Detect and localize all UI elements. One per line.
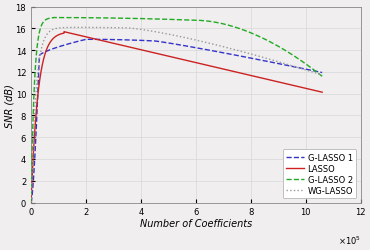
WG-LASSO <box>314 72 319 76</box>
LASSO <box>314 90 319 93</box>
WG-LASSO <box>62 27 67 30</box>
Y-axis label: SNR (dB): SNR (dB) <box>4 83 14 127</box>
G-LASSO 2 <box>62 17 67 20</box>
X-axis label: Number of Coefficients: Number of Coefficients <box>140 218 252 228</box>
LASSO <box>62 31 66 34</box>
WG-LASSO <box>80 27 84 30</box>
G-LASSO 1 <box>141 40 145 43</box>
G-LASSO 2 <box>29 201 33 204</box>
LASSO <box>62 31 67 34</box>
G-LASSO 2 <box>314 71 319 74</box>
G-LASSO 1 <box>283 64 287 67</box>
Text: $\times10^5$: $\times10^5$ <box>338 234 361 246</box>
LASSO <box>29 201 33 204</box>
G-LASSO 1 <box>29 201 33 204</box>
G-LASSO 2 <box>141 18 145 21</box>
Line: LASSO: LASSO <box>31 32 322 203</box>
G-LASSO 1 <box>62 44 67 48</box>
WG-LASSO <box>70 27 74 30</box>
WG-LASSO <box>153 31 158 34</box>
G-LASSO 1 <box>320 72 324 75</box>
G-LASSO 1 <box>314 70 319 74</box>
G-LASSO 2 <box>51 17 55 20</box>
Line: G-LASSO 1: G-LASSO 1 <box>31 40 322 203</box>
LASSO <box>283 83 287 86</box>
LASSO <box>141 50 145 52</box>
LASSO <box>80 35 84 38</box>
WG-LASSO <box>29 201 33 204</box>
WG-LASSO <box>141 29 145 32</box>
Legend: G-LASSO 1, LASSO, G-LASSO 2, WG-LASSO: G-LASSO 1, LASSO, G-LASSO 2, WG-LASSO <box>283 150 356 198</box>
Line: WG-LASSO: WG-LASSO <box>31 28 322 203</box>
G-LASSO 1 <box>84 39 88 42</box>
LASSO <box>320 91 324 94</box>
G-LASSO 2 <box>283 50 287 52</box>
G-LASSO 1 <box>79 40 84 43</box>
G-LASSO 2 <box>80 17 84 20</box>
G-LASSO 2 <box>320 76 324 78</box>
Line: G-LASSO 2: G-LASSO 2 <box>31 18 322 203</box>
WG-LASSO <box>320 74 324 77</box>
LASSO <box>153 52 158 56</box>
G-LASSO 2 <box>153 18 158 21</box>
G-LASSO 1 <box>153 40 158 43</box>
WG-LASSO <box>283 63 287 66</box>
